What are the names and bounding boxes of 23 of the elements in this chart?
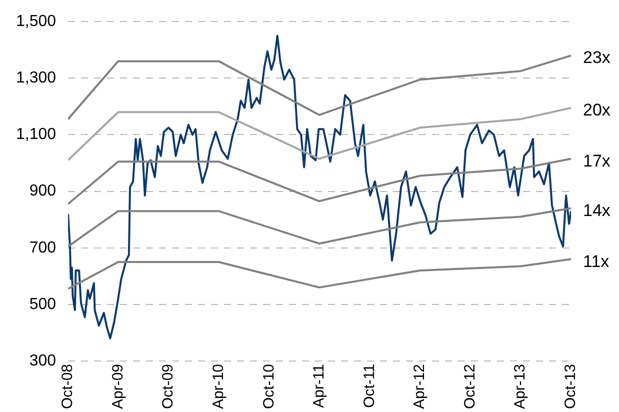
x-tick-label: Apr-09 bbox=[109, 364, 126, 410]
series-label: 11x bbox=[583, 252, 610, 271]
x-tick-label: Apr-13 bbox=[512, 364, 529, 410]
y-tick-label: 700 bbox=[29, 239, 56, 256]
x-tick-label: Apr-12 bbox=[411, 364, 428, 410]
y-tick-label: 500 bbox=[29, 296, 56, 313]
series-label: 23x bbox=[583, 48, 611, 68]
x-tick-label: Apr-11 bbox=[310, 364, 328, 408]
x-tick-label: Oct-08 bbox=[59, 364, 76, 409]
series-label: 17x bbox=[583, 151, 611, 170]
y-tick-label: 1,100 bbox=[16, 126, 56, 144]
x-tick-label: Oct-11 bbox=[360, 364, 378, 408]
x-tick-label: Oct-13 bbox=[562, 364, 580, 409]
x-tick-label: Oct-09 bbox=[160, 364, 177, 409]
x-tick-label: Oct-12 bbox=[462, 364, 479, 409]
x-tick-label: Oct-10 bbox=[260, 364, 278, 409]
x-tick-label: Apr-10 bbox=[210, 364, 227, 410]
series-label: 14x bbox=[583, 200, 611, 220]
y-tick-label: 1,300 bbox=[16, 70, 56, 87]
y-tick-label: 300 bbox=[29, 352, 56, 370]
y-tick-label: 900 bbox=[29, 182, 56, 200]
series-label: 20x bbox=[583, 100, 611, 120]
y-tick-label: 1,500 bbox=[16, 13, 56, 30]
